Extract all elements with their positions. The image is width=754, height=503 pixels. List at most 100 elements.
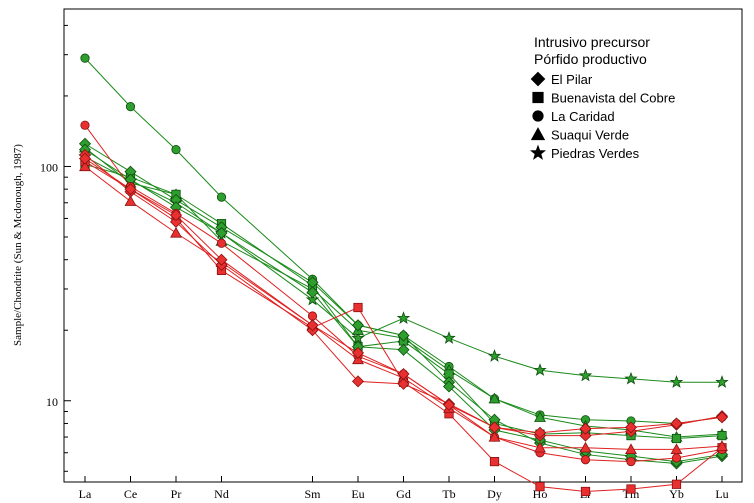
series-6-point-dy (489, 456, 500, 467)
series-9-point-er (579, 429, 592, 442)
series-1-point-dy (487, 349, 502, 362)
legend-item-circle: La Caridad (551, 109, 615, 124)
series-line-9 (84, 154, 723, 437)
series-lines (84, 57, 723, 492)
x-tick-label-yb: Yb (669, 487, 684, 501)
y-tick-label-100: 100 (40, 160, 58, 174)
series-line-0 (84, 57, 723, 424)
plot-frame (63, 8, 743, 483)
x-tick-label-eu: Eu (351, 487, 364, 501)
series-8-point-eu (352, 353, 364, 365)
series-2-point-ho (534, 411, 546, 422)
legend-star-icon (529, 144, 547, 160)
series-7-point-la (80, 120, 90, 130)
legend-marker-list: El Pilar Buenavista del Cobre La Caridad Su… (529, 71, 675, 161)
legend-square-icon (532, 91, 544, 104)
series-8-point-yb (670, 443, 683, 454)
series-7-point-tm (626, 456, 636, 467)
series-10-point-dy (488, 421, 501, 434)
series-6-point-eu (353, 302, 363, 313)
x-tick-label-pr: Pr (171, 487, 182, 501)
legend-diamond-icon (530, 71, 546, 87)
series-1-point-lu (715, 375, 729, 388)
series-1-point-ho (533, 363, 547, 376)
series-4-point-gd (397, 329, 410, 342)
x-tick-label-tb: Tb (442, 487, 455, 501)
legend-circle-icon (532, 110, 544, 122)
series-10-point-ho (533, 426, 547, 439)
x-tick-label-nd: Nd (214, 487, 229, 501)
x-tick-label-la: La (79, 487, 92, 501)
series-8-point-er (579, 441, 592, 453)
series-line-10 (84, 158, 723, 434)
legend: Intrusivo precursor Pórfido productivo E… (529, 34, 675, 161)
series-8-point-la (79, 160, 91, 172)
series-5-point-sm (306, 286, 319, 299)
series-line-1 (84, 156, 722, 383)
series-1-point-yb (669, 375, 684, 388)
series-10-point-la (78, 152, 92, 165)
series-7-point-er (580, 455, 591, 465)
series-8-point-ce (124, 195, 137, 206)
series-6-point-ho (535, 482, 545, 492)
series-1-point-tb (442, 331, 456, 344)
series-10-point-er (579, 422, 592, 435)
series-0-point-pr (171, 145, 181, 155)
series-10-point-ce (124, 183, 137, 196)
series-10-point-tm (624, 421, 638, 434)
x-tick-label-lu: Lu (715, 487, 728, 501)
series-5-point-gd (397, 343, 410, 356)
series-8-point-tm (625, 443, 637, 454)
series-10-point-tb (442, 398, 456, 411)
series-10-point-lu (715, 411, 729, 424)
legend-group-productive: Pórfido productivo (534, 51, 647, 67)
series-10-point-pr (169, 209, 183, 222)
series-line-8 (84, 166, 723, 450)
y-axis-label: Sample/Chondrite (Sun & Mcdonough, 1987) (12, 144, 24, 346)
series-1-point-er (578, 368, 593, 382)
series-5-point-tb (442, 380, 456, 393)
legend-item-diamond: El Pilar (551, 72, 593, 87)
series-9-point-eu (351, 375, 365, 388)
series-8-point-lu (716, 440, 728, 451)
series-6-point-yb (671, 479, 682, 489)
x-tick-label-gd: Gd (396, 487, 411, 501)
series-4-point-eu (351, 319, 365, 332)
series-0-point-ce (125, 102, 136, 112)
series-10-point-gd (397, 368, 410, 381)
legend-triangle-icon (530, 127, 546, 141)
legend-item-triangle: Suaqui Verde (551, 128, 629, 143)
series-1-point-tm (624, 371, 638, 385)
series-1-point-eu (351, 331, 365, 344)
series-7-point-yb (671, 453, 682, 463)
series-line-4 (84, 143, 723, 464)
series-line-5 (84, 149, 723, 463)
legend-item-square: Buenavista del Cobre (551, 91, 675, 106)
x-tick-label-sm: Sm (304, 487, 321, 501)
legend-item-star: Piedras Verdes (551, 146, 640, 161)
series-0-point-la (80, 53, 90, 63)
x-tick-label-ce: Ce (124, 487, 137, 501)
series-10-point-nd (215, 253, 228, 266)
legend-group-precursor: Intrusivo precursor (534, 34, 650, 50)
series-9-point-pr (169, 215, 183, 228)
series-9-point-gd (397, 377, 410, 390)
series-1-point-sm (305, 292, 320, 306)
series-markers (78, 53, 729, 497)
series-1-point-gd (396, 311, 411, 324)
series-3-point-yb (671, 433, 682, 444)
series-10-point-eu (351, 346, 365, 359)
series-7-point-nd (216, 238, 227, 248)
series-line-7 (84, 124, 723, 463)
series-10-point-yb (670, 417, 683, 430)
series-line-3 (84, 163, 723, 440)
series-line-2 (84, 147, 723, 438)
series-0-point-nd (216, 192, 227, 202)
series-7-point-sm (307, 311, 318, 321)
series-6-point-tm (626, 484, 636, 494)
series-3-point-lu (717, 431, 727, 441)
series-8-point-ho (534, 441, 546, 453)
series-8-point-dy (488, 430, 501, 442)
series-line-6 (84, 161, 723, 492)
